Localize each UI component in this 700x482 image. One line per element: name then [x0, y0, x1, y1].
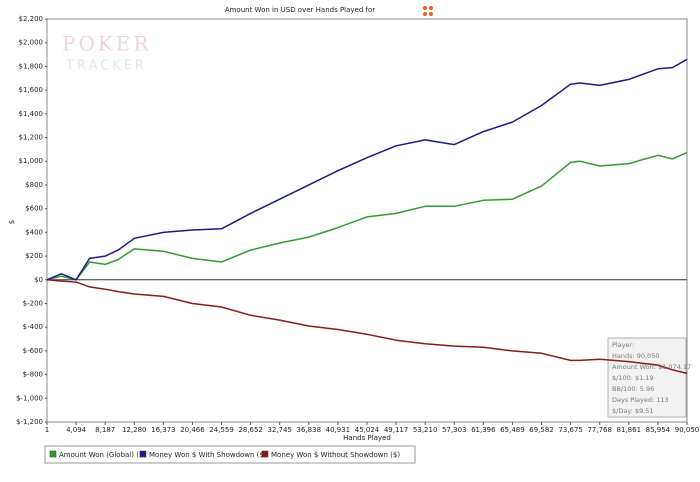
y-tick-label: $600 [25, 205, 43, 213]
y-tick-label: $-600 [23, 347, 43, 355]
x-tick-label: 36,838 [297, 426, 322, 434]
x-tick-label: 49,117 [384, 426, 409, 434]
watermark: POKER [62, 32, 151, 56]
x-tick-label: 69,582 [529, 426, 554, 434]
x-tick-label: 32,745 [267, 426, 292, 434]
legend [44, 445, 416, 464]
x-tick-label: 8,187 [95, 426, 115, 434]
x-tick-label: 40,931 [326, 426, 351, 434]
y-axis-label: $ [8, 220, 16, 224]
y-tick-label: $1,000 [19, 157, 44, 165]
y-tick-label: $1,200 [19, 134, 44, 142]
x-tick-label: 85,954 [646, 426, 671, 434]
y-tick-label: $0 [34, 276, 43, 284]
legend-swatch [49, 450, 57, 458]
watermark: TRACKER [65, 59, 147, 74]
info-text: BB/100: 5.96 [612, 385, 654, 393]
y-tick-label: $1,400 [19, 110, 44, 118]
legend-label: Money Won $ With Showdown ($) [149, 451, 267, 459]
y-tick-label: $1,600 [19, 86, 44, 94]
y-tick-label: $-800 [23, 371, 43, 379]
x-axis-label: Hands Played [343, 434, 391, 442]
info-text: Amount Won: $1,074.17 [612, 363, 691, 371]
info-text: $/Day: $9.51 [612, 407, 654, 415]
title-icon [423, 6, 433, 16]
series-line [46, 151, 688, 281]
y-tick-label: $2,000 [19, 39, 44, 47]
legend-label: Amount Won (Global) ($) [59, 451, 146, 459]
info-box [607, 337, 687, 418]
legend-label: Money Won $ Without Showdown ($) [271, 451, 400, 459]
y-tick-label: $-400 [23, 323, 43, 331]
y-tick-label: $200 [25, 252, 43, 260]
x-tick-label: 61,396 [471, 426, 496, 434]
y-tick-label: $-200 [23, 299, 43, 307]
x-tick-label: 90,050 [675, 426, 700, 434]
info-text: $/100: $1.19 [612, 374, 654, 382]
x-tick-label: 53,210 [413, 426, 438, 434]
y-tick-label: $-1,200 [16, 418, 43, 426]
y-tick-label: $-1,000 [16, 394, 43, 402]
x-tick-label: 16,373 [151, 426, 176, 434]
x-tick-label: 77,768 [587, 426, 612, 434]
info-text: Player: [612, 341, 634, 349]
x-tick-label: 4,094 [66, 426, 87, 434]
series-line [46, 279, 688, 375]
x-tick-label: 28,652 [238, 426, 263, 434]
x-tick-label: 24,559 [209, 426, 234, 434]
y-tick-label: $2,200 [19, 15, 44, 23]
y-tick-label: $1,800 [19, 62, 44, 70]
x-tick-label: 81,861 [617, 426, 642, 434]
series-line [46, 58, 688, 281]
legend-swatch [261, 450, 269, 458]
x-tick-label: 1 [45, 426, 49, 434]
x-tick-label: 73,675 [558, 426, 583, 434]
x-tick-label: 57,303 [442, 426, 467, 434]
legend-swatch [139, 450, 147, 458]
x-tick-label: 12,280 [122, 426, 147, 434]
y-tick-label: $400 [25, 228, 43, 236]
x-tick-label: 65,489 [500, 426, 525, 434]
x-tick-label: 45,024 [355, 426, 380, 434]
info-text: Hands: 90,050 [612, 352, 660, 360]
info-text: Days Played: 113 [612, 396, 669, 404]
y-tick-label: $800 [25, 181, 43, 189]
chart-title: Amount Won in USD over Hands Played for [225, 6, 375, 14]
x-tick-label: 20,466 [180, 426, 205, 434]
